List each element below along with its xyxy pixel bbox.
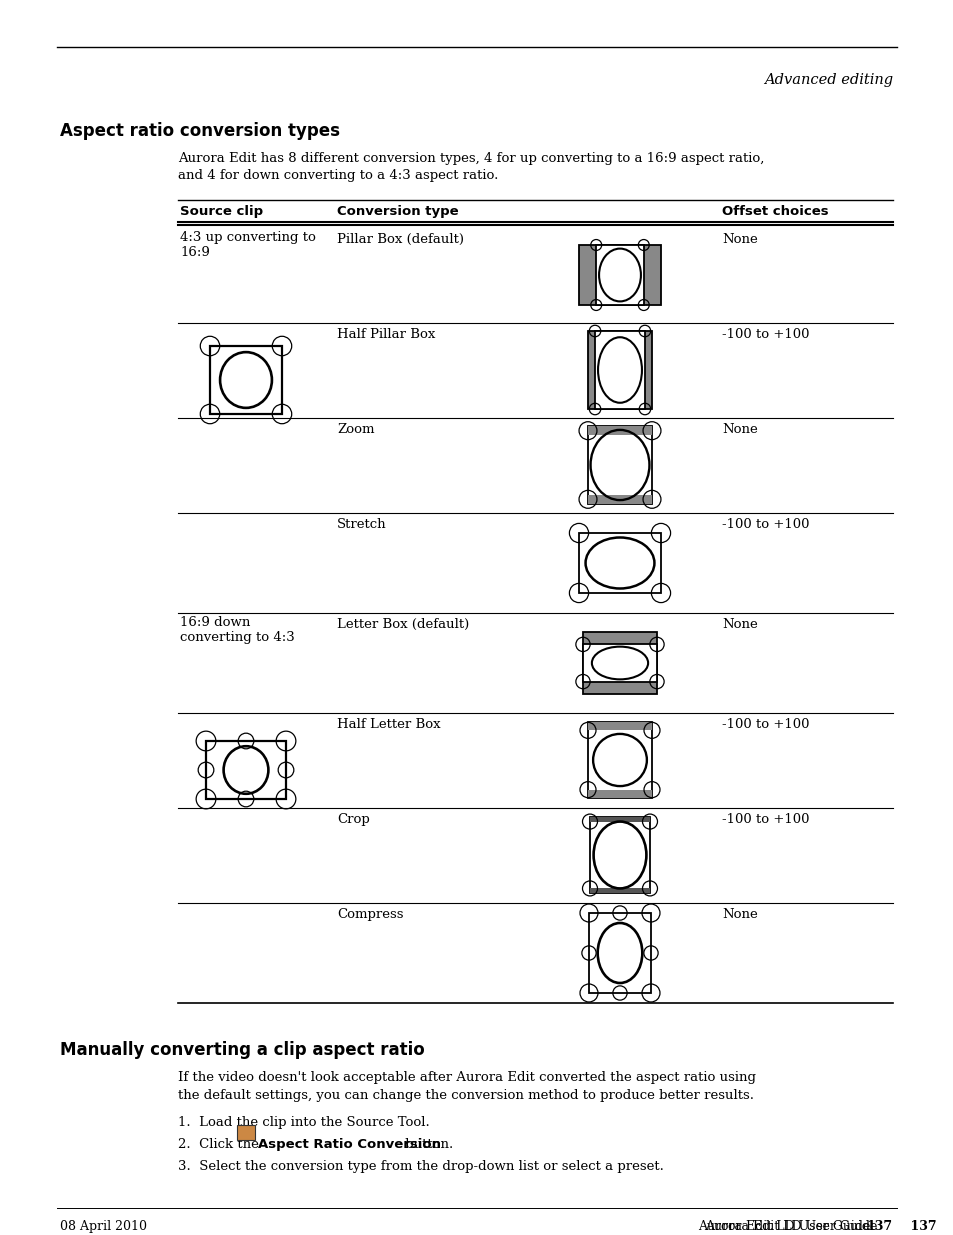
Text: Manually converting a clip aspect ratio: Manually converting a clip aspect ratio xyxy=(60,1041,424,1058)
Text: 1.  Load the clip into the Source Tool.: 1. Load the clip into the Source Tool. xyxy=(178,1116,429,1129)
Text: Pillar Box (default): Pillar Box (default) xyxy=(336,233,463,246)
Text: 08 April 2010: 08 April 2010 xyxy=(60,1220,147,1233)
Bar xyxy=(206,741,286,799)
Text: Aurora Edit LD User Guide: Aurora Edit LD User Guide xyxy=(697,1220,869,1233)
Bar xyxy=(589,818,649,893)
Text: Half Pillar Box: Half Pillar Box xyxy=(336,329,435,341)
Bar xyxy=(587,426,651,504)
Bar xyxy=(587,495,651,504)
Bar xyxy=(236,1125,254,1140)
Text: -100 to +100: -100 to +100 xyxy=(721,813,809,826)
Bar xyxy=(582,632,657,694)
Bar xyxy=(582,645,657,682)
Bar xyxy=(578,245,660,305)
Bar xyxy=(589,818,649,821)
Text: 137: 137 xyxy=(892,1220,936,1233)
Text: -100 to +100: -100 to +100 xyxy=(721,718,809,731)
Text: None: None xyxy=(721,233,757,246)
Text: Offset choices: Offset choices xyxy=(721,205,828,219)
Bar xyxy=(587,789,651,798)
Text: If the video doesn't look acceptable after Aurora Edit converted the aspect rati: If the video doesn't look acceptable aft… xyxy=(178,1071,755,1102)
Text: 2.  Click the: 2. Click the xyxy=(178,1137,263,1151)
Text: Aspect ratio conversion types: Aspect ratio conversion types xyxy=(60,122,339,140)
Bar xyxy=(589,888,649,893)
Text: Crop: Crop xyxy=(336,813,370,826)
Text: Aurora Edit has 8 different conversion types, 4 for up converting to a 16:9 aspe: Aurora Edit has 8 different conversion t… xyxy=(178,152,763,182)
Text: None: None xyxy=(721,908,757,921)
Bar xyxy=(595,331,644,409)
Text: 16:9 down
converting to 4:3: 16:9 down converting to 4:3 xyxy=(180,616,294,643)
Bar xyxy=(578,534,660,593)
Text: -100 to +100: -100 to +100 xyxy=(721,517,809,531)
Bar xyxy=(587,722,651,730)
Text: Aspect Ratio Conversion: Aspect Ratio Conversion xyxy=(257,1137,440,1151)
Text: Source clip: Source clip xyxy=(180,205,263,219)
Text: Zoom: Zoom xyxy=(336,424,375,436)
Bar xyxy=(210,346,282,414)
Text: Letter Box (default): Letter Box (default) xyxy=(336,618,469,631)
Bar xyxy=(587,426,651,436)
Text: 3.  Select the conversion type from the drop-down list or select a preset.: 3. Select the conversion type from the d… xyxy=(178,1160,663,1173)
Bar xyxy=(596,245,643,305)
Text: Conversion type: Conversion type xyxy=(336,205,458,219)
Text: Stretch: Stretch xyxy=(336,517,386,531)
Text: button.: button. xyxy=(400,1137,453,1151)
Text: Half Letter Box: Half Letter Box xyxy=(336,718,440,731)
Bar xyxy=(587,331,651,409)
Text: Compress: Compress xyxy=(336,908,403,921)
Text: Aurora Edit LD User Guide: Aurora Edit LD User Guide xyxy=(704,1220,892,1233)
Text: None: None xyxy=(721,618,757,631)
Text: Advanced editing: Advanced editing xyxy=(763,73,892,86)
Text: -100 to +100: -100 to +100 xyxy=(721,329,809,341)
Text: None: None xyxy=(721,424,757,436)
Text: 137: 137 xyxy=(866,1220,892,1233)
Text: 4:3 up converting to
16:9: 4:3 up converting to 16:9 xyxy=(180,231,315,259)
Bar xyxy=(587,722,651,798)
Bar xyxy=(588,913,650,993)
